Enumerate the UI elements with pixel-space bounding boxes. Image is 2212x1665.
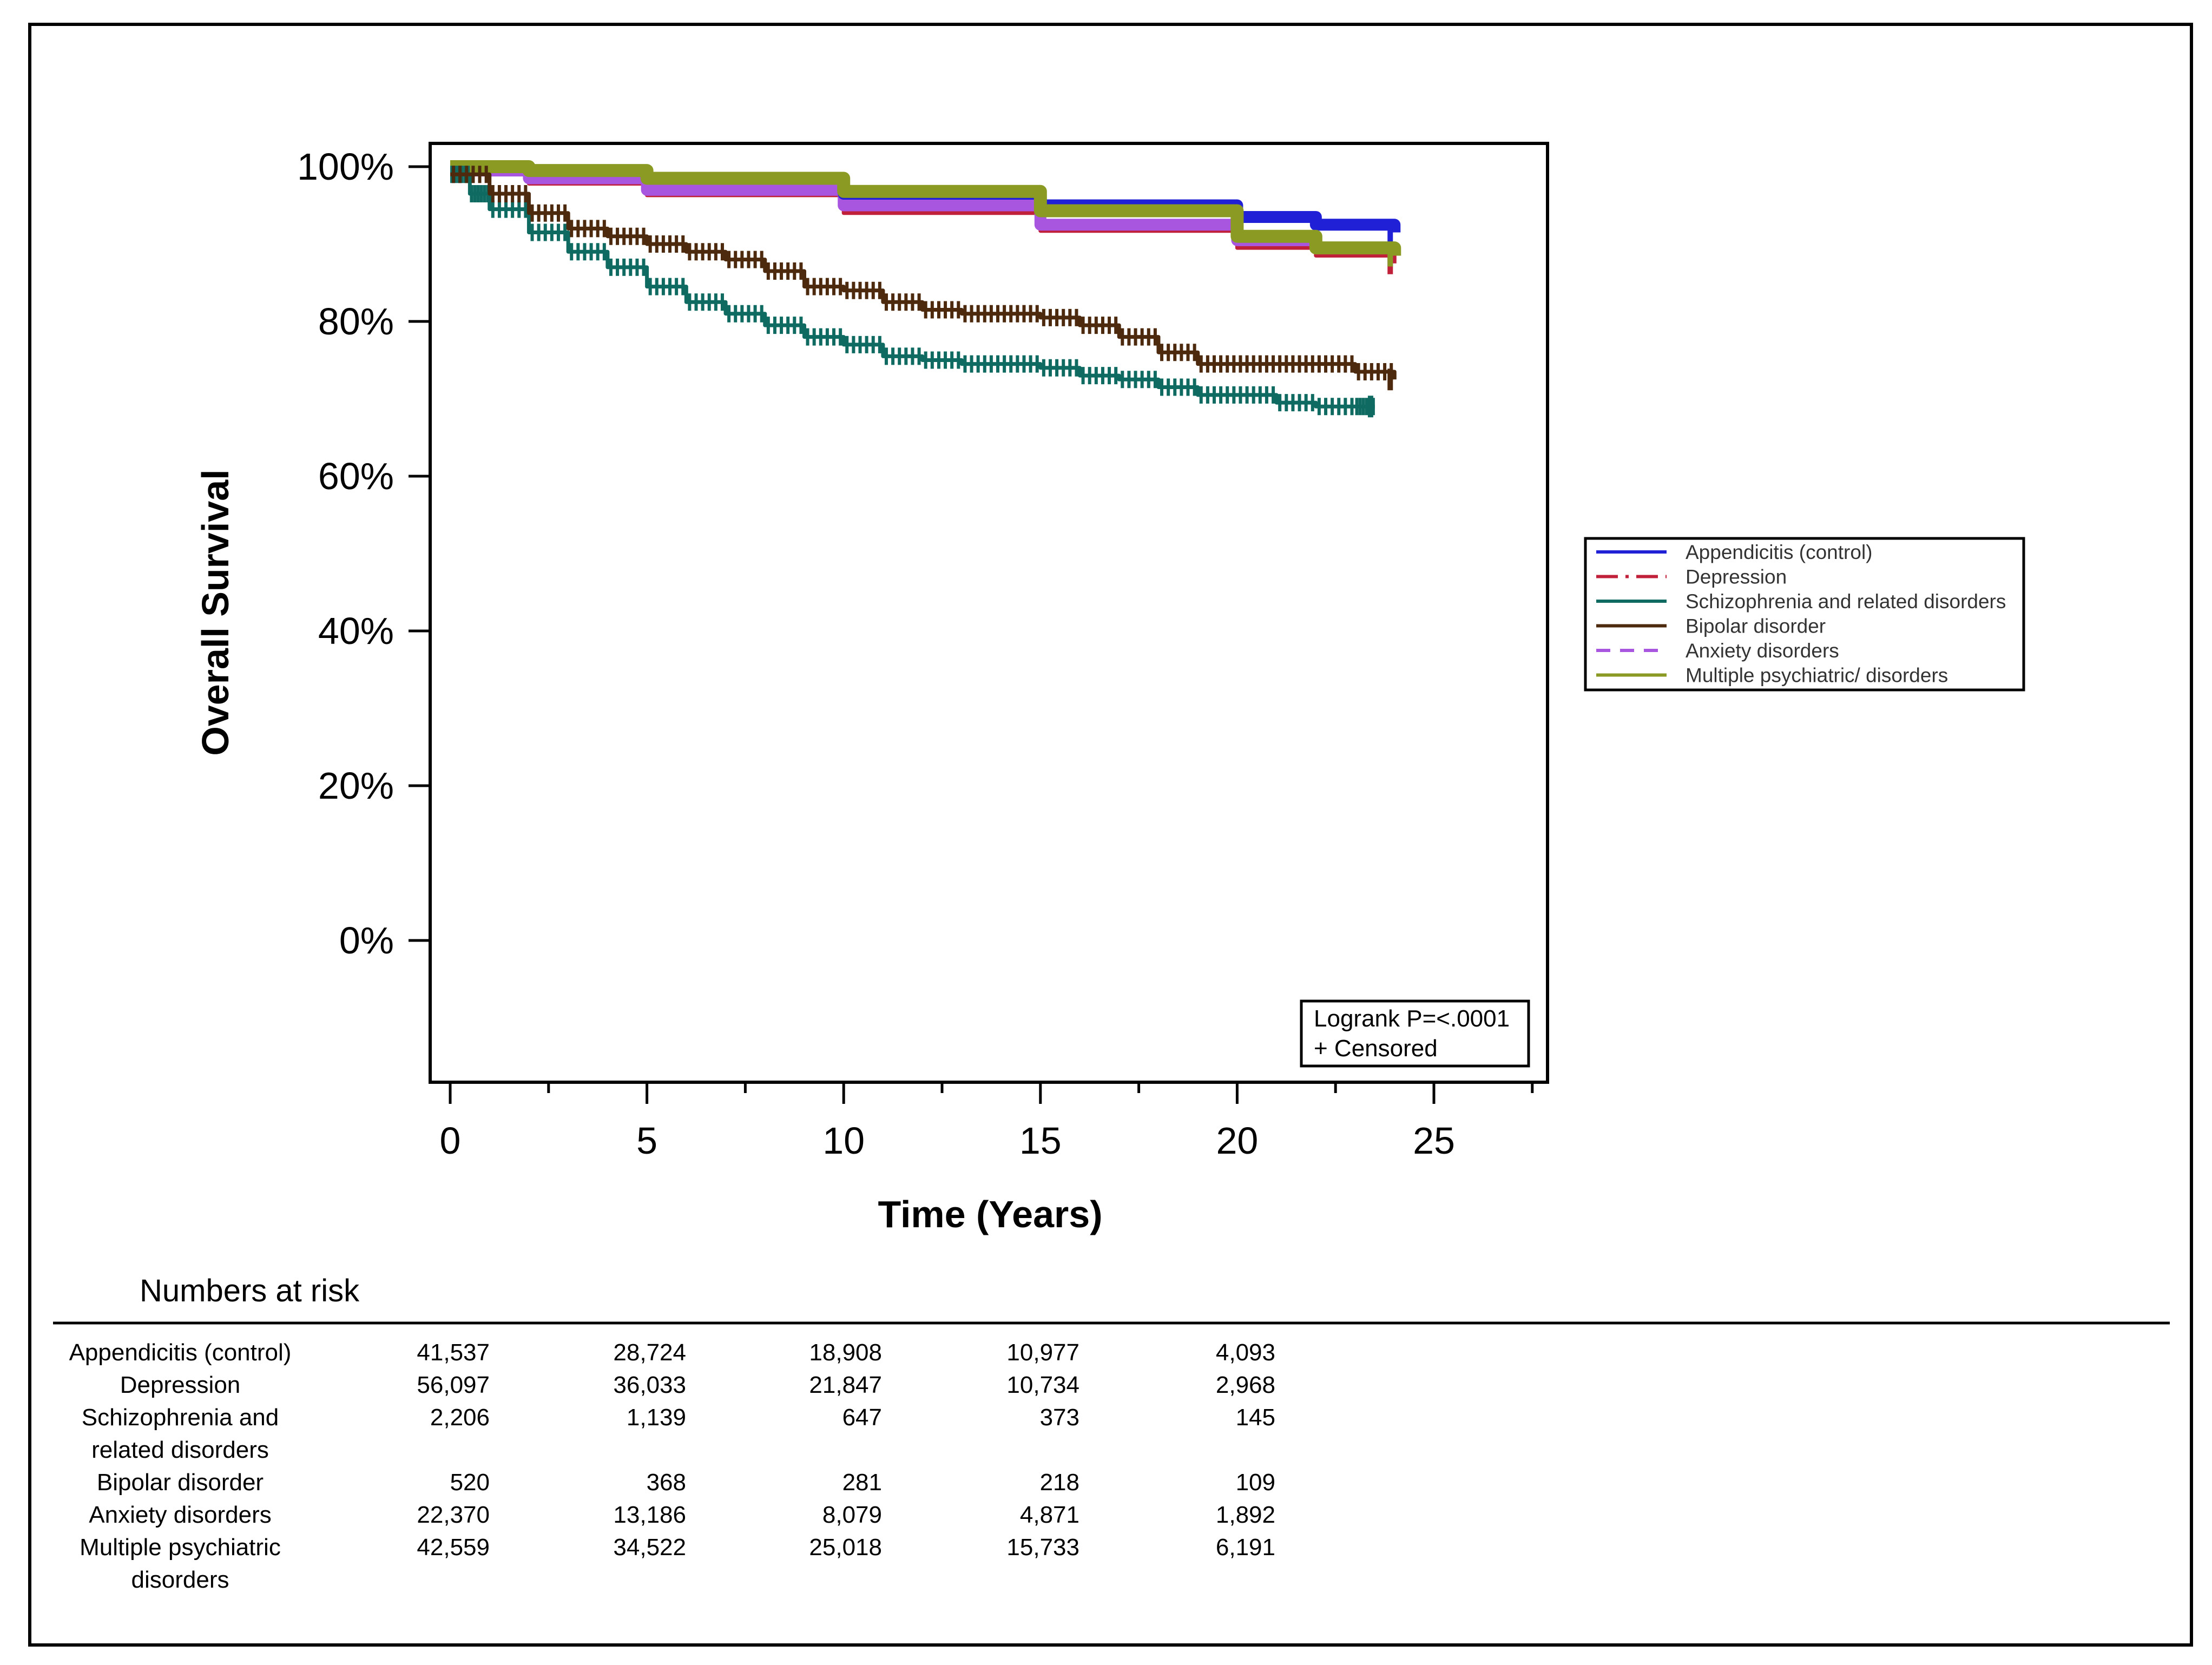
risk-cell: 41,537 [417,1339,490,1366]
risk-cell: 10,977 [1006,1339,1079,1366]
risk-cell: 373 [1040,1404,1079,1431]
risk-row-label: Multiple psychiatric [80,1534,281,1561]
risk-cell: 1,139 [627,1404,686,1431]
legend-label: Depression [1686,566,1787,588]
y-tick-label: 80% [318,300,394,343]
risk-cell: 520 [450,1469,490,1496]
risk-cell: 28,724 [613,1339,686,1366]
y-tick-label: 40% [318,610,394,652]
logrank-annotation: Logrank P=<.0001 + Censored [1300,999,1530,1068]
legend-label: Multiple psychiatric/ disorders [1686,664,1948,687]
risk-cell: 1,892 [1216,1502,1275,1528]
risk-row-label: related disorders [91,1437,269,1463]
risk-cell: 4,093 [1216,1339,1275,1366]
risk-cell: 21,847 [809,1372,882,1398]
risk-table: Numbers at risk Appendicitis (control) 41… [53,1273,2170,1593]
series-schizophrenia-and-related-disorders [450,166,1375,418]
risk-cell: 2,206 [430,1404,490,1431]
risk-cell: 36,033 [613,1372,686,1398]
risk-row-label: Schizophrenia and [82,1404,279,1431]
risk-row-label: Bipolar disorder [97,1469,264,1496]
y-tick-label: 60% [318,455,394,497]
legend: Appendicitis (control) DepressionSchizoph… [1584,537,2025,692]
risk-cell: 42,559 [417,1534,490,1561]
risk-cell: 18,908 [809,1339,882,1366]
series-multiple-psychiatric-disorders [450,160,1401,267]
y-tick-label: 0% [339,919,394,962]
x-tick-label: 10 [822,1120,865,1162]
risk-cell: 6,191 [1216,1534,1275,1561]
risk-cell: 4,871 [1020,1502,1079,1528]
survival-curve [450,172,1397,380]
risk-cell: 647 [842,1404,882,1431]
risk-cell: 56,097 [417,1372,490,1398]
risk-cell: 281 [842,1469,882,1496]
risk-cell: 8,079 [822,1502,882,1528]
annotation-box [1300,999,1530,1068]
x-tick-label: 0 [440,1120,461,1162]
risk-cell: 13,186 [613,1502,686,1528]
y-axis: 0% 20% 40% 60% 80% 100% [297,146,430,962]
x-axis-title: Time (Years) [878,1193,1102,1235]
logrank-text: Logrank P=<.0001 [1314,1005,1510,1032]
risk-cell: 10,734 [1006,1372,1079,1398]
legend-label: Anxiety disorders [1686,640,1839,662]
plot-frame [429,142,1549,1084]
risk-cell: 218 [1040,1469,1079,1496]
x-axis: 0 5 10 15 20 25 [440,1082,1534,1162]
series-bipolar-disorder [450,166,1397,391]
risk-row-label: Anxiety disorders [89,1502,271,1528]
y-tick-label: 20% [318,765,394,807]
x-tick-label: 25 [1413,1120,1455,1162]
risk-row-label: disorders [131,1567,229,1593]
survival-curve [450,172,1375,409]
series-layer [450,160,1401,418]
risk-row-label: Depression [120,1372,241,1398]
y-axis-title: Overall Survival [194,469,236,755]
risk-table-title: Numbers at risk [140,1273,360,1308]
risk-cell: 25,018 [809,1534,882,1561]
survival-curve [450,160,1401,256]
x-tick-label: 5 [636,1120,657,1162]
plot-area: 0% 20% 40% 60% 80% 100% 0 5 10 15 20 25 [297,142,1549,1162]
risk-cell: 15,733 [1006,1534,1079,1561]
risk-cell: 368 [647,1469,686,1496]
risk-cell: 22,370 [417,1502,490,1528]
risk-cell: 34,522 [613,1534,686,1561]
legend-label: Appendicitis (control) [1686,541,1872,563]
x-tick-label: 15 [1019,1120,1062,1162]
risk-cell: 109 [1236,1469,1275,1496]
risk-cell: 145 [1236,1404,1275,1431]
legend-label: Schizophrenia and related disorders [1686,590,2006,613]
x-tick-label: 20 [1216,1120,1258,1162]
y-tick-label: 100% [297,146,394,188]
censored-text: + Censored [1314,1035,1438,1062]
legend-box [1584,537,2025,692]
risk-row-label: Appendicitis (control) [69,1339,292,1366]
risk-cell: 2,968 [1216,1372,1275,1398]
legend-label: Bipolar disorder [1686,615,1826,637]
